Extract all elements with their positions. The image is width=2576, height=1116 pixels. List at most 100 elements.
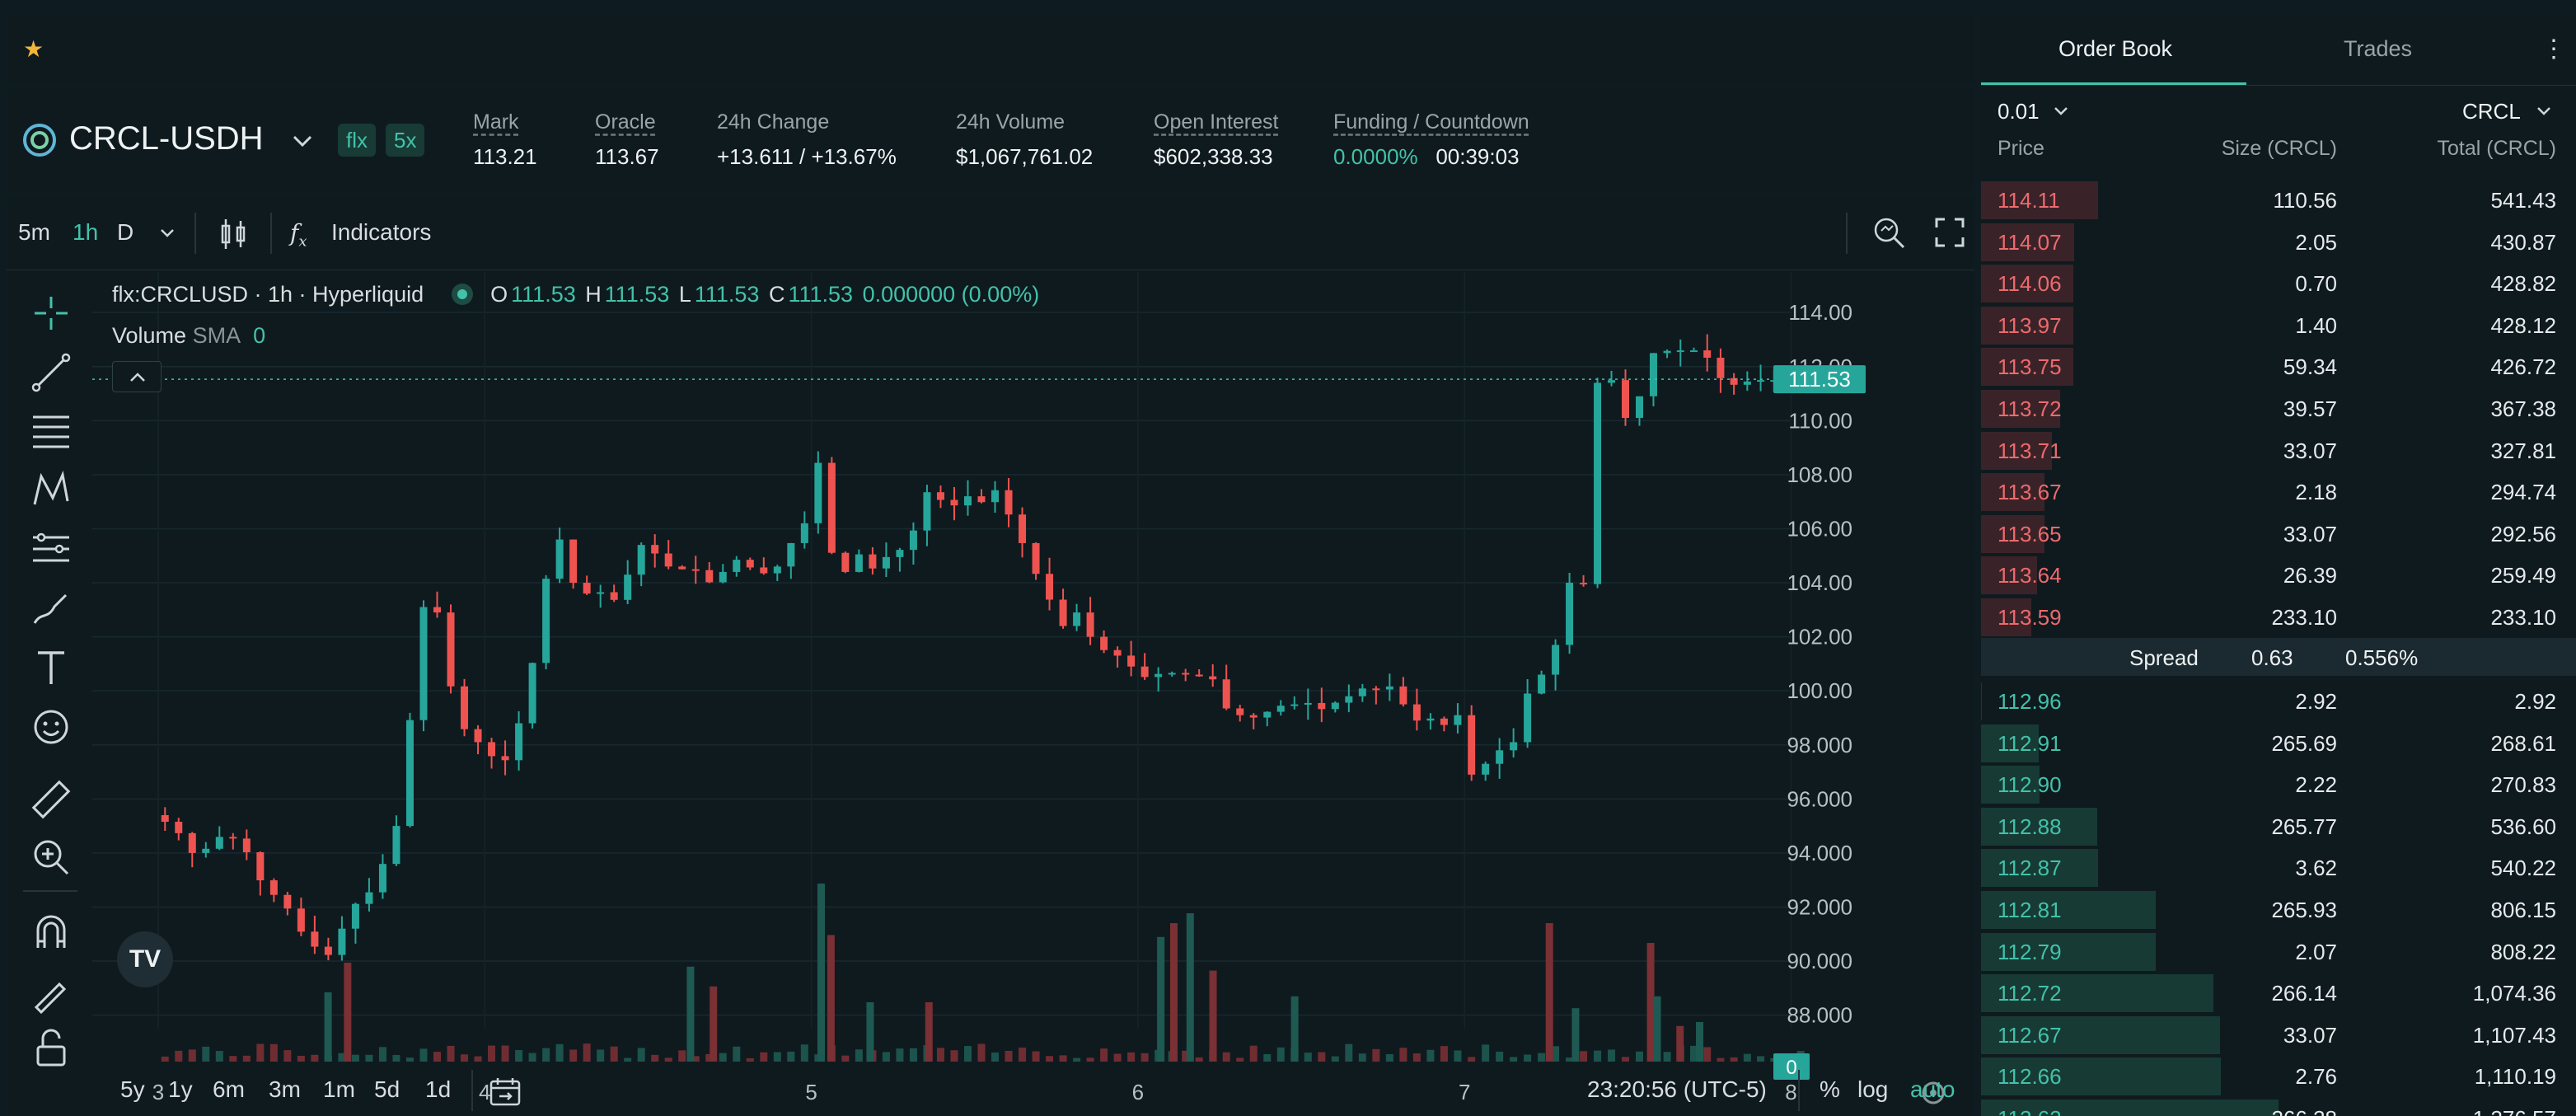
bid-row[interactable]: 112.91 265.69 268.61 [1981,723,2576,764]
ask-row[interactable]: 114.06 0.70 428.82 [1981,263,2576,304]
crosshair-icon[interactable] [30,292,73,335]
tab-trades[interactable]: Trades [2344,36,2413,61]
bid-price: 112.96 [1998,689,2062,714]
volume-bar [1358,1053,1366,1062]
range-1m[interactable]: 1m [323,1076,355,1102]
bid-size: 33.07 [2283,1022,2337,1048]
date-range-icon[interactable] [488,1075,522,1109]
bid-row[interactable]: 112.96 2.92 2.92 [1981,681,2576,722]
volume-bar [1717,1057,1725,1062]
ask-row[interactable]: 113.67 2.18 294.74 [1981,471,2576,513]
ask-total: 292.56 [2490,521,2556,546]
projection-icon[interactable] [30,528,73,570]
unit-select[interactable]: CRCL [2462,99,2521,124]
ask-total: 367.38 [2490,396,2556,421]
zoom-chart-icon[interactable] [1871,214,1909,252]
emoji-icon[interactable] [30,706,73,748]
percent-scale-toggle[interactable]: % [1820,1076,1840,1102]
ask-row[interactable]: 113.65 33.07 292.56 [1981,513,2576,555]
pattern-icon[interactable] [30,468,73,511]
bid-row[interactable]: 112.72 266.14 1,074.36 [1981,973,2576,1014]
bid-depth-bar [1981,682,1982,720]
unlock-icon[interactable] [30,1027,73,1070]
ask-row[interactable]: 114.11 110.56 541.43 [1981,180,2576,221]
chevron-down-icon[interactable] [2052,102,2070,120]
candle-body [1594,382,1602,584]
tick-size-select[interactable]: 0.01 [1998,99,2040,124]
ask-size: 2.18 [2295,480,2337,505]
funding-rate: 0.0000% [1333,144,1418,169]
x-tick-label: 6 [1132,1080,1144,1104]
market-symbol[interactable]: CRCL-USDH [69,120,264,157]
bid-row[interactable]: 112.66 2.76 1,110.19 [1981,1056,2576,1097]
ruler-icon[interactable] [30,778,73,821]
bid-size: 2.22 [2295,772,2337,798]
range-1y[interactable]: 1y [168,1076,193,1102]
candle-body [923,492,931,531]
bid-row[interactable]: 112.62 266.38 1,376.57 [1981,1098,2576,1116]
y-tick-label: 88.000 [1787,1003,1852,1028]
chevron-down-icon[interactable] [2535,102,2553,120]
ask-row[interactable]: 113.71 33.07 327.81 [1981,430,2576,471]
range-3m[interactable]: 3m [269,1076,301,1102]
brush-icon[interactable] [30,587,73,630]
bid-row[interactable]: 112.88 265.77 536.60 [1981,806,2576,847]
range-5y[interactable]: 5y [120,1076,145,1102]
log-scale-toggle[interactable]: log [1857,1076,1889,1102]
spread-percent: 0.556% [2345,645,2419,670]
chevron-down-icon[interactable] [288,127,316,155]
collapse-legend-button[interactable] [112,361,162,392]
more-options-icon[interactable]: ⋮ [2541,35,2566,63]
bid-row[interactable]: 112.81 265.93 806.15 [1981,889,2576,931]
ask-row[interactable]: 113.72 39.57 367.38 [1981,388,2576,429]
tab-order-book[interactable]: Order Book [2058,36,2173,61]
ask-row[interactable]: 113.64 26.39 259.49 [1981,555,2576,596]
volume-bar [447,1045,455,1062]
range-1d[interactable]: 1d [425,1076,452,1102]
ask-row[interactable]: 113.97 1.40 428.12 [1981,305,2576,346]
interval-1h[interactable]: 1h [73,219,99,245]
bid-row[interactable]: 112.87 3.62 540.22 [1981,847,2576,889]
auto-scale-toggle[interactable]: auto [1910,1076,1955,1102]
candle-body [733,560,741,572]
ask-total: 430.87 [2490,229,2556,255]
star-icon[interactable]: ★ [23,36,44,62]
horizontal-lines-icon[interactable] [30,409,73,452]
ask-depth-bar [1981,223,2074,261]
ask-row[interactable]: 114.07 2.05 430.87 [1981,222,2576,263]
ask-row[interactable]: 113.59 233.10 233.10 [1981,597,2576,638]
lock-drawing-icon[interactable] [30,971,73,1014]
indicators-button[interactable]: Indicators [331,219,432,245]
interval-d[interactable]: D [117,219,134,245]
ask-row[interactable]: 113.75 59.34 426.72 [1981,346,2576,387]
candle-body [1730,377,1738,385]
magnet-icon[interactable] [30,912,73,954]
candle-body [569,539,578,584]
trend-line-icon[interactable] [30,351,73,394]
interval-5m[interactable]: 5m [18,219,50,245]
stat-label: Funding / Countdown [1333,110,1529,134]
text-tool-icon[interactable] [30,646,73,689]
chart-settings-icon[interactable] [1922,1081,1945,1104]
fx-icon[interactable]: fx [290,219,307,251]
stat-value: $1,067,761.02 [956,144,1094,169]
price-chart[interactable]: 114.00112.00110.00108.00106.00104.00102.… [92,272,1974,1116]
fullscreen-icon[interactable] [1933,216,1966,249]
candle-body [1168,673,1176,675]
range-6m[interactable]: 6m [213,1076,245,1102]
range-5d[interactable]: 5d [374,1076,400,1102]
bid-row[interactable]: 112.67 33.07 1,107.43 [1981,1015,2576,1056]
bid-row[interactable]: 112.90 2.22 270.83 [1981,764,2576,805]
bid-row[interactable]: 112.79 2.07 808.22 [1981,931,2576,973]
volume-bar [882,1052,890,1062]
ask-total: 294.74 [2490,480,2556,505]
volume-bar [1524,1054,1532,1062]
volume-bar [817,884,825,1062]
volume-bar [583,1043,591,1062]
badge-leverage: 5x [386,124,425,157]
candle-type-icon[interactable] [216,216,252,252]
col-size: Size (CRCL) [2221,137,2337,160]
interval-chevron-icon[interactable] [158,224,176,242]
tradingview-logo-icon[interactable]: TV [117,931,173,987]
zoom-in-icon[interactable] [30,836,73,879]
